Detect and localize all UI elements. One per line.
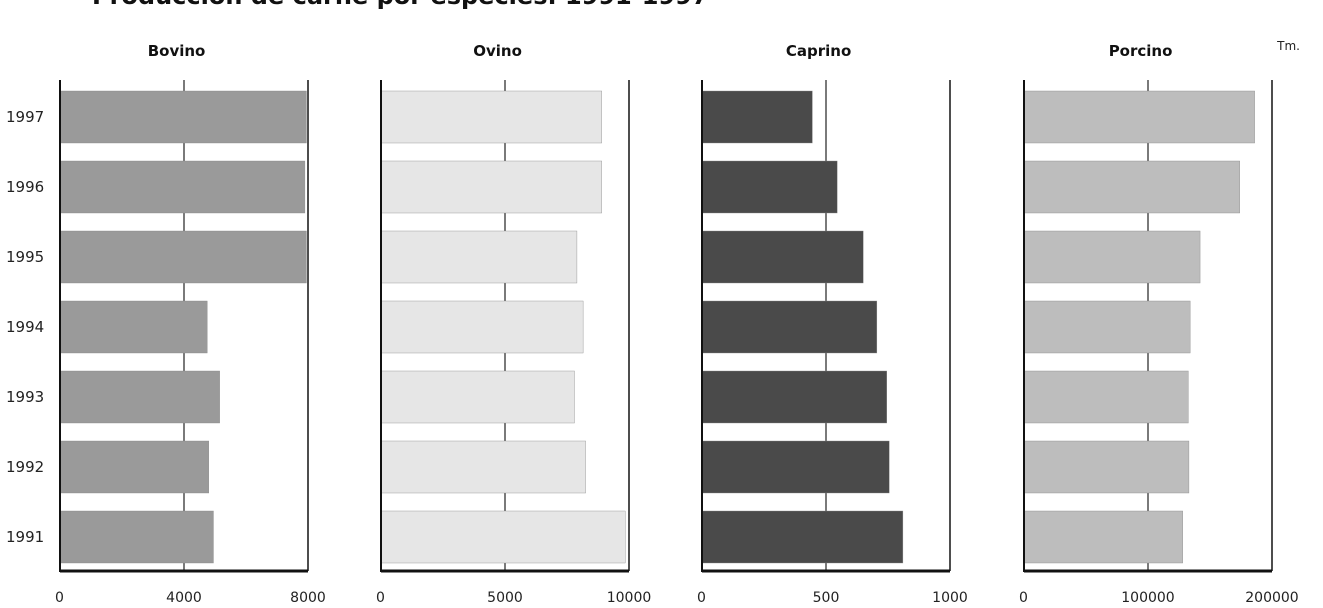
bovino-bar-1991 (59, 510, 214, 564)
year-label-1996: 1996 (6, 178, 44, 196)
caprino-bar-1993 (701, 370, 887, 424)
porcino-bar-1995 (1023, 230, 1201, 284)
ovino-tick-label: 10000 (607, 590, 652, 606)
porcino-bar-1996 (1023, 160, 1240, 214)
porcino-tick-label: 0 (1019, 590, 1028, 606)
porcino-bar-1993 (1023, 370, 1189, 424)
panel-ovino: Ovino 0 5000 10000 (376, 42, 651, 606)
porcino-bar-1994 (1023, 300, 1191, 354)
bovino-tick-label: 4000 (166, 590, 202, 606)
bovino-bar-1995 (59, 230, 307, 284)
caprino-bar-1996 (701, 160, 838, 214)
bovino-bar-1994 (59, 300, 208, 354)
caprino-bar-1994 (701, 300, 878, 354)
year-label-1992: 1992 (6, 458, 44, 476)
porcino-bar-1997 (1023, 90, 1255, 144)
bovino-bar-1993 (59, 370, 220, 424)
caprino-bar-1995 (701, 230, 864, 284)
ovino-bar-1996 (380, 160, 602, 214)
panel-bovino: Bovino 0 4000 8000 (55, 42, 326, 606)
bovino-panel-title: Bovino (148, 42, 206, 60)
porcino-bar-1992 (1023, 440, 1190, 494)
panel-porcino: Porcino 0 100000 200000 (1019, 42, 1299, 606)
year-label-1991: 1991 (6, 528, 44, 546)
ovino-bar-1992 (380, 440, 586, 494)
year-label-1994: 1994 (6, 318, 44, 336)
porcino-tick-label: 200000 (1245, 590, 1298, 606)
ovino-bar-1995 (380, 230, 578, 284)
ovino-panel-title: Ovino (473, 42, 522, 60)
ovino-bar-1993 (380, 370, 575, 424)
chart-title: Producción de carne por especies. 1991-1… (92, 0, 709, 10)
year-label-1993: 1993 (6, 388, 44, 406)
ovino-tick-label: 0 (376, 590, 385, 606)
caprino-tick-label: 0 (697, 590, 706, 606)
ovino-tick-label: 5000 (487, 590, 523, 606)
bovino-tick-label: 0 (55, 590, 64, 606)
bovino-bar-1992 (59, 440, 210, 494)
bovino-bar-1997 (59, 90, 307, 144)
bovino-bar-1996 (59, 160, 306, 214)
year-label-1995: 1995 (6, 248, 44, 266)
caprino-tick-label: 500 (813, 590, 840, 606)
unit-label: Tm. (1276, 39, 1300, 53)
caprino-bar-1997 (701, 90, 813, 144)
year-label-1997: 1997 (6, 108, 44, 126)
porcino-bar-1991 (1023, 510, 1183, 564)
caprino-bar-1991 (701, 510, 904, 564)
ovino-bar-1991 (380, 510, 626, 564)
caprino-bar-1992 (701, 440, 890, 494)
porcino-panel-title: Porcino (1109, 42, 1173, 60)
caprino-panel-title: Caprino (786, 42, 851, 60)
bovino-tick-label: 8000 (290, 590, 326, 606)
caprino-tick-label: 1000 (932, 590, 968, 606)
ovino-bar-1994 (380, 300, 584, 354)
porcino-tick-label: 100000 (1121, 590, 1174, 606)
ovino-bar-1997 (380, 90, 602, 144)
panel-caprino: Caprino 0 500 1000 (697, 42, 968, 606)
